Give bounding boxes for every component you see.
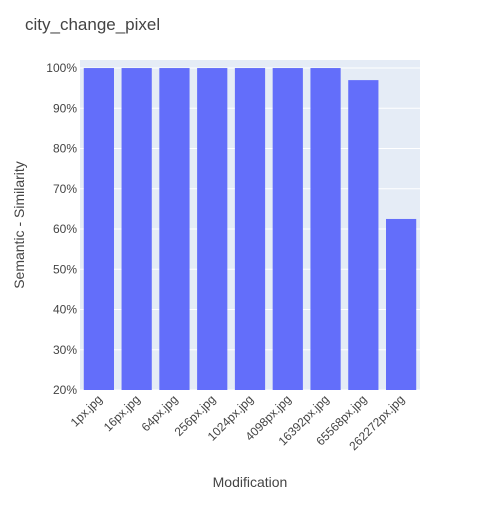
bar xyxy=(234,68,266,391)
bar xyxy=(348,80,379,390)
y-tick-label: 90% xyxy=(53,101,77,115)
x-axis-ticks: 1px.jpg16px.jpg64px.jpg256px.jpg1024px.j… xyxy=(68,392,407,453)
x-axis-title: Modification xyxy=(213,474,288,490)
bar xyxy=(310,68,341,391)
bar xyxy=(121,68,152,391)
bar xyxy=(83,68,114,391)
bar xyxy=(159,68,190,391)
y-tick-label: 70% xyxy=(53,182,77,196)
y-axis-title: Semantic - Similarity xyxy=(11,161,27,289)
x-tick-label: 1px.jpg xyxy=(68,392,105,429)
y-axis-ticks: 20% 30% 40% 50% 60% 70% 80% 90% 100% xyxy=(46,61,77,397)
y-tick-label: 80% xyxy=(53,142,77,156)
y-tick-label: 60% xyxy=(53,222,77,236)
bar xyxy=(197,68,228,391)
bars xyxy=(83,68,417,391)
y-tick-label: 100% xyxy=(46,61,77,75)
bar xyxy=(272,68,303,391)
y-tick-label: 30% xyxy=(53,343,77,357)
x-tick-label: 16px.jpg xyxy=(101,392,143,434)
chart-title: city_change_pixel xyxy=(25,15,160,34)
y-tick-label: 40% xyxy=(53,303,77,317)
y-tick-label: 50% xyxy=(53,262,77,276)
bar xyxy=(386,218,417,390)
y-tick-label: 20% xyxy=(53,383,77,397)
